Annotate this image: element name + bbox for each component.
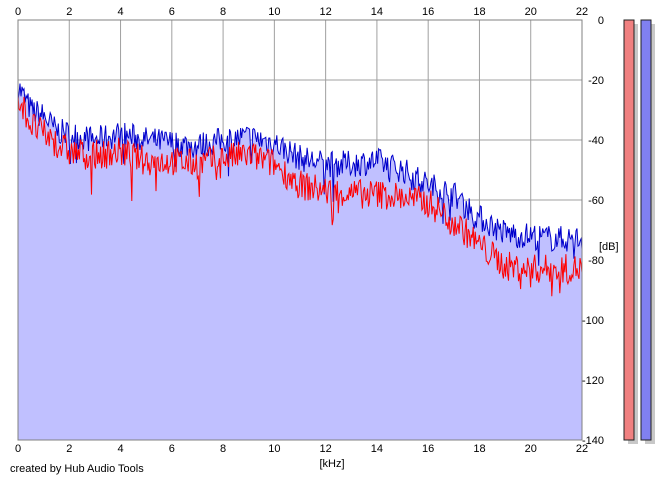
level-meter-2 <box>640 19 652 441</box>
plot-frame <box>17 19 583 441</box>
x-tick-label-top: 4 <box>117 6 123 18</box>
x-tick-label-bottom: 0 <box>15 443 21 455</box>
x-tick-label-top: 16 <box>422 6 434 18</box>
x-tick-label-bottom: 22 <box>576 443 588 455</box>
y-tick-label: -140 <box>582 435 604 447</box>
y-tick-label: -20 <box>588 75 604 87</box>
x-tick-label-top: 10 <box>268 6 280 18</box>
x-tick-label-top: 18 <box>473 6 485 18</box>
level-meters <box>623 19 655 444</box>
y-axis-right: 0 -20 -40 -60 -80 -100 -120 -140 <box>582 15 604 447</box>
x-tick-label-bottom: 12 <box>320 443 332 455</box>
x-tick-label-top: 2 <box>66 6 72 18</box>
x-axis-label: [kHz] <box>319 458 344 470</box>
x-tick-label-top: 6 <box>169 6 175 18</box>
y-tick-label: -120 <box>582 375 604 387</box>
x-axis-bottom: 0 2 4 6 8 10 12 14 16 18 20 22 <box>15 443 588 455</box>
x-tick-label-bottom: 10 <box>268 443 280 455</box>
x-axis-top: 0 2 4 6 8 10 12 14 16 18 20 22 <box>15 6 588 18</box>
series-line-2 <box>17 95 583 297</box>
x-tick-label-top: 14 <box>371 6 383 18</box>
x-tick-label-top: 22 <box>576 6 588 18</box>
credit-text: created by Hub Audio Tools <box>10 463 144 475</box>
x-tick-label-top: 20 <box>525 6 537 18</box>
series-line-1 <box>17 83 583 266</box>
y-tick-label: -80 <box>588 255 604 267</box>
y-tick-label: -100 <box>582 315 604 327</box>
y-tick-label: -40 <box>588 135 604 147</box>
x-tick-label-top: 8 <box>220 6 226 18</box>
x-tick-label-bottom: 18 <box>473 443 485 455</box>
x-tick-label-bottom: 2 <box>66 443 72 455</box>
x-tick-label-bottom: 4 <box>117 443 123 455</box>
x-tick-label-bottom: 20 <box>525 443 537 455</box>
x-tick-label-bottom: 16 <box>422 443 434 455</box>
chart-line-layer <box>17 83 583 297</box>
series-area-fill <box>18 83 582 440</box>
x-tick-label-bottom: 6 <box>169 443 175 455</box>
chart-area-layer <box>18 83 582 440</box>
x-tick-label-top: 12 <box>320 6 332 18</box>
x-tick-label-bottom: 14 <box>371 443 383 455</box>
y-axis-label: [dB] <box>599 241 619 253</box>
y-tick-label: 0 <box>598 15 604 27</box>
x-tick-label-bottom: 8 <box>220 443 226 455</box>
x-tick-label-top: 0 <box>15 6 21 18</box>
level-meter-1 <box>623 19 635 441</box>
y-tick-label: -60 <box>588 195 604 207</box>
